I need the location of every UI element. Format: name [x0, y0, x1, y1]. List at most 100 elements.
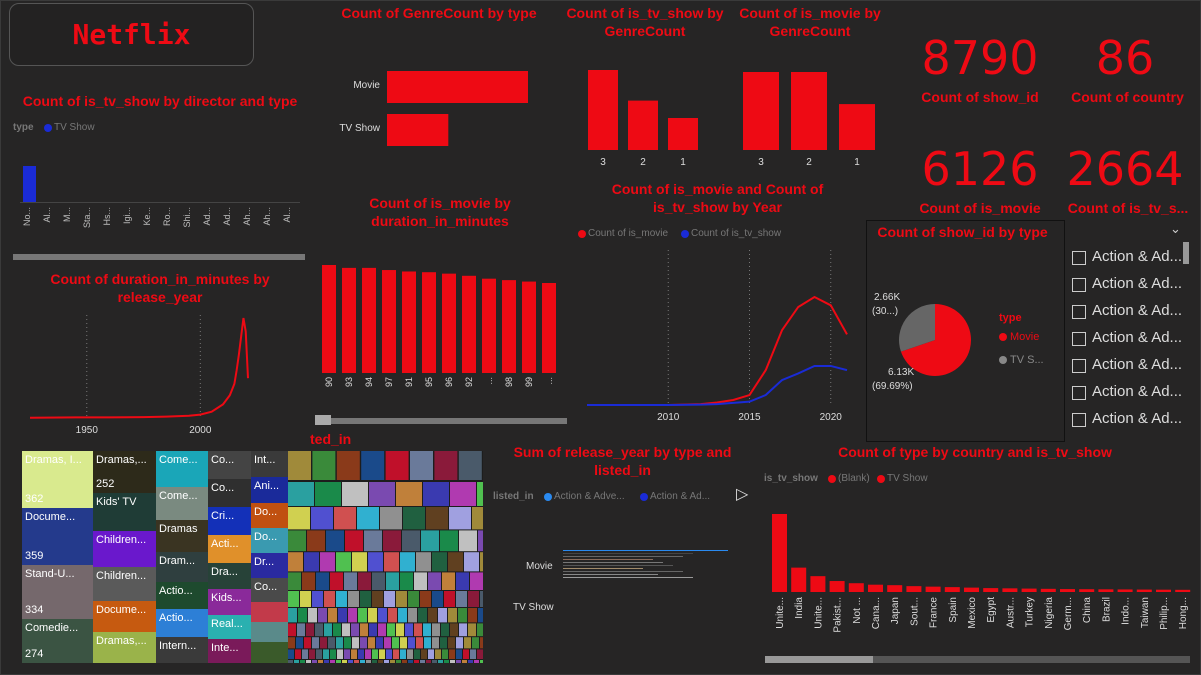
- treemap-tile[interactable]: Real...: [208, 615, 251, 639]
- country-bar[interactable]: [1136, 589, 1152, 592]
- country-bar[interactable]: [848, 583, 864, 592]
- treemap-tile[interactable]: Children...: [93, 567, 156, 601]
- country-bar[interactable]: [925, 586, 941, 592]
- country-bar[interactable]: [791, 567, 807, 592]
- treemap-tile[interactable]: Inte...: [208, 639, 251, 663]
- treemap-tile[interactable]: Intern...: [156, 637, 208, 663]
- checkbox[interactable]: [1072, 332, 1086, 346]
- duration-movie-bar[interactable]: [342, 267, 356, 373]
- checkbox[interactable]: [1072, 413, 1086, 427]
- pie-slice[interactable]: [899, 304, 935, 352]
- legend-next-icon[interactable]: ▷: [736, 486, 749, 503]
- duration-movie-bar[interactable]: [402, 271, 416, 373]
- country-bar[interactable]: [1175, 589, 1191, 592]
- slicer-item[interactable]: Action & Ad...: [1072, 410, 1192, 430]
- country-bar[interactable]: [887, 585, 903, 592]
- country-bar[interactable]: [1117, 589, 1133, 592]
- treemap-tile[interactable]: Dramas: [156, 520, 208, 552]
- treemap-tile[interactable]: Comedie... 274: [22, 619, 93, 663]
- country-bar[interactable]: [772, 514, 787, 592]
- duration-movie-bar[interactable]: [382, 270, 396, 373]
- country-bar[interactable]: [810, 576, 826, 592]
- duration-movie-bar[interactable]: [522, 281, 536, 373]
- country-bar[interactable]: [1079, 589, 1095, 592]
- treemap-tile[interactable]: Dr...: [251, 553, 288, 578]
- treemap-tile[interactable]: Docume... 359: [22, 508, 93, 565]
- country-bar[interactable]: [1060, 589, 1075, 592]
- treemap-tile[interactable]: Co...: [208, 479, 251, 507]
- slicer-item[interactable]: Action & Ad...: [1072, 356, 1192, 376]
- director-scrollbar[interactable]: [13, 254, 305, 260]
- duration-movie-bar[interactable]: [442, 273, 456, 373]
- duration-movie-bar[interactable]: [322, 265, 336, 373]
- checkbox[interactable]: [1072, 305, 1086, 319]
- tv-genre-bar[interactable]: [588, 70, 618, 150]
- country-bar[interactable]: [1021, 588, 1037, 592]
- country-bar[interactable]: [944, 587, 960, 592]
- treemap-tile[interactable]: Int...: [251, 451, 288, 477]
- duration-movie-bar[interactable]: [422, 272, 436, 373]
- checkbox[interactable]: [1072, 278, 1086, 292]
- movie-genre-bar[interactable]: [743, 72, 779, 150]
- treemap-tile[interactable]: [251, 602, 288, 622]
- treemap-tile[interactable]: Actio...: [156, 609, 208, 637]
- country-bar[interactable]: [906, 586, 922, 592]
- slicer-item[interactable]: Action & Ad...: [1072, 329, 1192, 349]
- slicer-item[interactable]: Action & Ad...: [1072, 248, 1192, 268]
- treemap-tile[interactable]: Actio...: [156, 582, 208, 609]
- slicer-item[interactable]: Action & Ad...: [1072, 302, 1192, 322]
- country-bar[interactable]: [1156, 589, 1171, 592]
- checkbox[interactable]: [1072, 386, 1086, 400]
- treemap-tile[interactable]: Dra...: [208, 563, 251, 589]
- treemap-tile[interactable]: Dramas,... 252: [93, 451, 156, 493]
- country-scrollbar[interactable]: [765, 656, 1190, 663]
- treemap-tile[interactable]: Do...: [251, 528, 288, 553]
- duration-movie-bar[interactable]: [362, 267, 376, 373]
- treemap-tile[interactable]: Cri...: [208, 507, 251, 535]
- country-bar[interactable]: [829, 581, 845, 592]
- director-bar[interactable]: [23, 166, 36, 202]
- country-bar[interactable]: [1002, 588, 1018, 592]
- duration-movie-bar[interactable]: [462, 275, 476, 373]
- treemap-tile[interactable]: Kids...: [208, 589, 251, 615]
- treemap-tile[interactable]: Come...: [156, 451, 208, 487]
- treemap-tile[interactable]: Acti...: [208, 535, 251, 563]
- country-bar[interactable]: [964, 587, 979, 592]
- duration-movie-scroll-thumb[interactable]: [315, 415, 331, 425]
- treemap-tile[interactable]: Co...: [208, 451, 251, 479]
- genre-type-bar[interactable]: [387, 114, 449, 146]
- movie-genre-bar[interactable]: [839, 104, 875, 150]
- treemap-tile[interactable]: [251, 642, 288, 663]
- slicer-item[interactable]: Action & Ad...: [1072, 275, 1192, 295]
- treemap-tile[interactable]: [251, 622, 288, 642]
- treemap-tile[interactable]: Kids' TV: [93, 493, 156, 531]
- treemap-tile[interactable]: Do...: [251, 503, 288, 528]
- treemap-tile[interactable]: Co...: [251, 578, 288, 602]
- slicer-scrollbar[interactable]: [1183, 242, 1189, 264]
- country-scroll-thumb[interactable]: [765, 656, 873, 663]
- treemap-tile[interactable]: Ani...: [251, 477, 288, 503]
- duration-movie-bar[interactable]: [542, 283, 556, 373]
- slicer-item[interactable]: Action & Ad...: [1072, 383, 1192, 403]
- country-bar[interactable]: [983, 588, 999, 592]
- country-bar[interactable]: [1098, 589, 1114, 592]
- pie-slice[interactable]: [900, 304, 971, 376]
- genre-type-bar[interactable]: [387, 71, 528, 103]
- duration-movie-scrollbar[interactable]: [315, 418, 567, 424]
- treemap-tile[interactable]: Come...: [156, 487, 208, 520]
- movie-genre-bar[interactable]: [791, 72, 827, 150]
- chevron-down-icon[interactable]: ⌄: [1170, 221, 1181, 236]
- duration-movie-bar[interactable]: [502, 280, 516, 373]
- country-bar[interactable]: [1040, 588, 1056, 592]
- treemap-tile[interactable]: Dramas,...: [93, 632, 156, 663]
- country-bar[interactable]: [868, 584, 883, 592]
- duration-movie-bar[interactable]: [482, 278, 496, 373]
- checkbox[interactable]: [1072, 359, 1086, 373]
- checkbox[interactable]: [1072, 251, 1086, 265]
- tv-genre-bar[interactable]: [668, 118, 698, 150]
- treemap-tile[interactable]: Docume...: [93, 601, 156, 632]
- treemap-tile[interactable]: Stand-U... 334: [22, 565, 93, 619]
- treemap-tile[interactable]: Children...: [93, 531, 156, 567]
- treemap-tile[interactable]: Dram...: [156, 552, 208, 582]
- treemap-tile[interactable]: Dramas, I... 362: [22, 451, 93, 508]
